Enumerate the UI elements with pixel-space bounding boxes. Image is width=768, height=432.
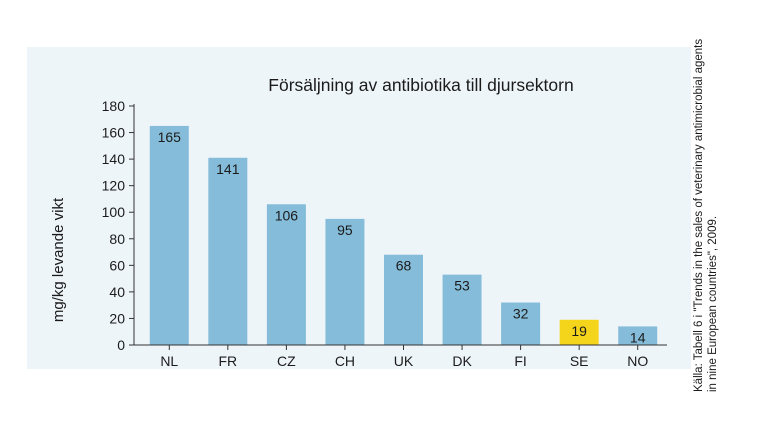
y-tick-label: 60 [109, 257, 125, 273]
data-label-dk: 53 [454, 278, 470, 294]
data-label-fi: 32 [513, 306, 529, 322]
y-tick-label: 0 [117, 337, 125, 353]
bars: 165 141 106 95 68 53 32 19 14 [149, 125, 658, 346]
y-axis-ticks: 0 20 40 60 80 100 120 140 160 180 [102, 98, 134, 353]
bar-chart: Försäljning av antibiotika till djursekt… [50, 75, 667, 369]
y-tick-label: 80 [109, 231, 125, 247]
x-tick-label-se: SE [570, 353, 589, 369]
y-axis-label: mg/kg levande vikt [50, 197, 67, 322]
source-note: Källa: Tabell 6 i "Trends in the sales o… [693, 38, 719, 392]
x-tick-label-fr: FR [218, 353, 237, 369]
x-axis-ticks: NL FR CZ CH UK DK FI SE NO [160, 345, 648, 369]
data-label-no: 14 [630, 329, 646, 345]
x-tick-label-dk: DK [452, 353, 472, 369]
bar-fr [208, 157, 248, 345]
y-tick-label: 160 [102, 125, 126, 141]
x-tick-label-ch: CH [335, 353, 355, 369]
chart-panel: Försäljning av antibiotika till djursekt… [27, 47, 691, 369]
bar-ch [325, 218, 365, 345]
bar-uk [384, 254, 423, 345]
y-tick-label: 140 [102, 151, 126, 167]
bar-se [559, 319, 599, 345]
bar-dk [442, 274, 482, 345]
chart-title: Försäljning av antibiotika till djursekt… [268, 75, 573, 95]
x-tick-label-cz: CZ [277, 353, 296, 369]
y-tick-label: 40 [109, 284, 125, 300]
x-tick-label-nl: NL [160, 353, 178, 369]
bar-nl [149, 125, 189, 346]
data-label-ch: 95 [337, 222, 353, 238]
y-tick-label: 100 [102, 204, 126, 220]
bar-fi [501, 302, 541, 345]
y-tick-label: 20 [109, 310, 125, 326]
data-label-cz: 106 [275, 207, 299, 223]
data-label-uk: 68 [396, 258, 412, 274]
bar-cz [266, 204, 306, 345]
y-tick-label: 120 [102, 178, 126, 194]
x-tick-label-no: NO [627, 353, 648, 369]
data-label-nl: 165 [158, 129, 182, 145]
x-tick-label-fi: FI [514, 353, 526, 369]
data-label-fr: 141 [216, 161, 240, 177]
y-tick-label: 180 [102, 98, 126, 114]
x-tick-label-uk: UK [394, 353, 414, 369]
data-label-se: 19 [571, 323, 587, 339]
bar-no [618, 326, 658, 345]
